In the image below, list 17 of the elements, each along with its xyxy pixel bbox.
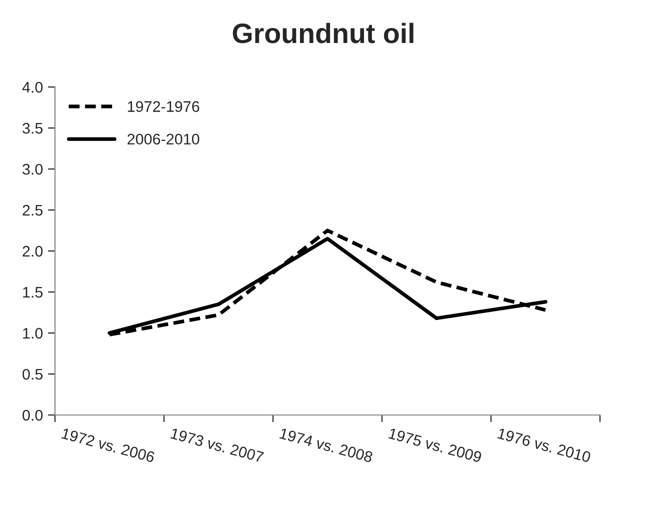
legend-label: 1972-1976 — [128, 101, 200, 112]
x-tick-label: 1974 vs. 2008 — [279, 428, 374, 463]
legend-label: 2006-2010 — [128, 134, 200, 145]
x-tick-label: 1976 vs. 2010 — [497, 428, 592, 463]
y-tick-label: 3.5 — [22, 122, 43, 134]
y-tick-label: 3.0 — [22, 164, 43, 175]
y-tick-label: 2.5 — [22, 204, 43, 216]
x-tick-label: 1975 vs. 2009 — [388, 428, 482, 463]
y-tick-label: 0.5 — [22, 368, 43, 380]
y-tick-label: 4.0 — [22, 82, 43, 93]
x-tick-label: 1973 vs. 2007 — [170, 428, 264, 463]
chart-title: Groundnut oil — [232, 22, 414, 44]
y-tick-label: 0.0 — [22, 410, 43, 421]
y-tick-label: 1.0 — [23, 328, 43, 339]
x-tick-label: 1972 vs. 2006 — [61, 428, 156, 463]
y-tick-label: 2.0 — [22, 246, 43, 257]
y-tick-label: 1.5 — [23, 287, 43, 298]
